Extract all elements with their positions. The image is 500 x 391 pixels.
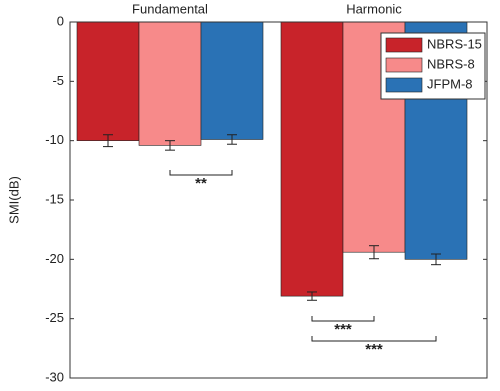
significance-bracket [169, 170, 233, 176]
significance-label: *** [334, 321, 352, 338]
bar [280, 21, 344, 297]
legend-label: NBRS-15 [427, 36, 482, 51]
plot-frame [69, 21, 488, 379]
y-tick-label: -5 [52, 73, 64, 88]
legend-label: JFPM-8 [427, 76, 473, 91]
legend-swatch [385, 57, 423, 73]
bar [200, 21, 264, 140]
legend-swatch [385, 37, 423, 53]
x-tick-label: Harmonic [346, 1, 402, 16]
y-tick-label: -10 [45, 132, 64, 147]
x-tick-label: Fundamental [132, 1, 208, 16]
significance-label: ** [195, 175, 207, 192]
bar [138, 21, 202, 146]
y-tick-label: -30 [45, 369, 64, 384]
legend-label: NBRS-8 [427, 56, 475, 71]
significance-label: *** [365, 341, 383, 358]
y-tick-label: -20 [45, 251, 64, 266]
y-axis-label: SMI(dB) [6, 176, 21, 224]
legend-swatch [385, 77, 423, 93]
y-tick-label: -25 [45, 310, 64, 325]
bar [76, 21, 140, 141]
y-tick-label: 0 [57, 13, 64, 28]
y-tick-label: -15 [45, 191, 64, 206]
significance-bracket [311, 316, 375, 322]
significance-bracket [311, 336, 437, 342]
